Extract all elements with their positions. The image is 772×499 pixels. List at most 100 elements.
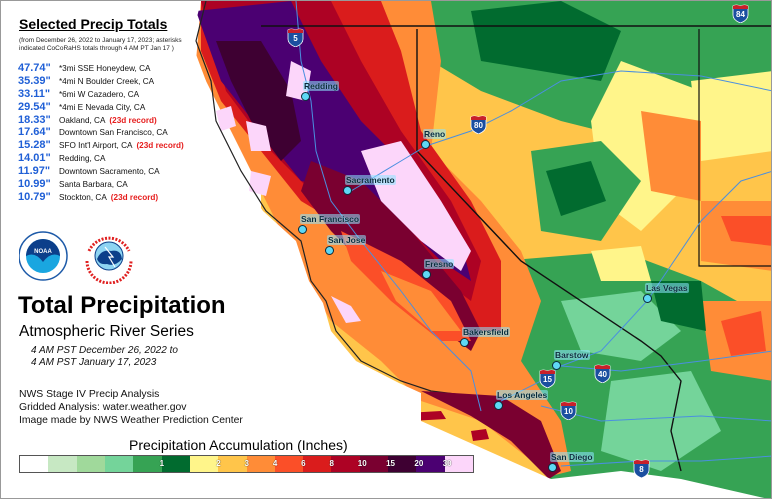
credits: NWS Stage IV Precip Analysis Gridded Ana… — [19, 388, 243, 427]
total-location: *4mi E Nevada City, CA — [59, 102, 146, 112]
totals-row: 14.01" Redding, CA — [18, 152, 184, 165]
interstate-number: 80 — [474, 121, 483, 130]
city-marker-icon — [421, 140, 430, 149]
interstate-shield-icon: 8 — [633, 459, 650, 479]
total-location: Redding, CA — [59, 154, 106, 164]
total-location: Downtown San Francisco, CA — [59, 128, 168, 138]
legend-tick-label: 3 — [244, 459, 249, 468]
legend-tick-label: 15 — [386, 459, 395, 468]
total-location: *6mi W Cazadero, CA — [59, 89, 140, 99]
city-marker-icon — [301, 92, 310, 101]
interstate-shield-icon: 5 — [287, 28, 304, 48]
subtitle-line-2: indicated CoCoRaHS totals through 4 AM P… — [19, 45, 174, 52]
legend-bin — [104, 456, 134, 472]
city-label: Barstow — [554, 350, 590, 360]
date-from: 4 AM PST December 26, 2022 to — [31, 345, 178, 356]
total-value: 11.97" — [18, 165, 51, 178]
total-value: 29.54" — [18, 100, 51, 113]
legend-tick-label: 4 — [272, 459, 278, 468]
city-marker-icon — [643, 294, 652, 303]
totals-row: 15.28" SFO Int'l Airport, CA (23d record) — [18, 139, 184, 152]
subtitle-line-1: (from December 26, 2022 to January 17, 2… — [19, 37, 182, 44]
legend-tick-label: 10 — [357, 459, 367, 468]
legend-tick-label: 20 — [414, 459, 424, 468]
total-location: Downtown Sacramento, CA — [59, 167, 160, 177]
city-marker-icon — [298, 225, 307, 234]
credit-line-1: NWS Stage IV Precip Analysis — [19, 389, 160, 400]
legend-bin: 6 — [301, 456, 332, 472]
legend-bin: 15 — [386, 456, 417, 472]
date-to: 4 AM PST January 17, 2023 — [31, 357, 157, 368]
total-value: 33.11" — [18, 87, 51, 100]
city-label: San Francisco — [300, 214, 361, 224]
total-location: Santa Barbara, CA — [59, 180, 128, 190]
totals-row: 29.54" *4mi E Nevada City, CA — [18, 101, 184, 114]
legend-bin: 10 — [357, 456, 389, 472]
interstate-number: 15 — [543, 375, 552, 384]
city-label: San Diego — [550, 452, 594, 462]
legend-bin — [48, 456, 77, 472]
legend-bin: 8 — [329, 456, 360, 472]
total-value: 10.79" — [18, 190, 51, 203]
legend-bin: 3 — [244, 456, 275, 472]
city-label: Redding — [303, 81, 339, 91]
noaa-logo-icon: NOAA — [19, 231, 68, 281]
total-value: 10.99" — [18, 178, 51, 191]
legend-bin: 4 — [272, 456, 304, 472]
record-note: (23d record) — [136, 141, 184, 151]
city-marker-icon — [548, 463, 557, 472]
total-value: 18.33" — [18, 113, 51, 126]
totals-list: 47.74" *3mi SSE Honeydew, CA 35.39" *4mi N… — [18, 62, 184, 204]
date-range: 4 AM PST December 26, 2022 to 4 AM PST J… — [31, 345, 178, 369]
city-marker-icon — [325, 246, 334, 255]
legend-bin — [189, 456, 219, 472]
city-label: Reno — [423, 129, 447, 139]
legend-title: Precipitation Accumulation (Inches) — [129, 437, 348, 453]
totals-row: 33.11" *6mi W Cazadero, CA — [18, 88, 184, 101]
totals-row: 10.79" Stockton, CA (23d record) — [18, 191, 184, 204]
total-location: *4mi N Boulder Creek, CA — [59, 76, 155, 86]
interstate-number: 10 — [564, 407, 573, 416]
record-note: (23d record) — [109, 115, 157, 125]
total-value: 35.39" — [18, 74, 51, 87]
city-label: Sacramento — [345, 175, 396, 185]
city-marker-icon — [460, 338, 469, 347]
city-label: Bakersfield — [462, 327, 510, 337]
interstate-number: 5 — [293, 34, 298, 43]
legend-tick-label: 2 — [216, 459, 221, 468]
total-location: Oakland, CA — [59, 115, 106, 125]
legend-tick-label: 1 — [159, 459, 165, 468]
city-label: San Jose — [327, 235, 367, 245]
totals-row: 10.99" Santa Barbara, CA — [18, 178, 184, 191]
record-note: (23d record) — [110, 192, 159, 202]
total-location: SFO Int'l Airport, CA — [59, 141, 133, 151]
totals-row: 11.97" Downtown Sacramento, CA — [18, 165, 184, 178]
legend-tick-label: 30 — [442, 459, 452, 468]
interstate-number: 40 — [598, 370, 607, 379]
legend-bin: 1 — [159, 456, 190, 472]
legend-bin: 20 — [414, 456, 445, 472]
legend-bin: 30 — [442, 456, 473, 472]
city-marker-icon — [494, 401, 503, 410]
legend-tick-label: 8 — [329, 459, 334, 468]
selected-totals-subtitle: (from December 26, 2022 to January 17, 2… — [19, 37, 219, 53]
interstate-shield-icon: 10 — [560, 401, 577, 421]
svg-text:NOAA: NOAA — [34, 249, 52, 255]
city-label: Fresno — [424, 259, 455, 269]
total-location: Stockton, CA — [59, 192, 107, 202]
interstate-shield-icon: 15 — [539, 369, 556, 389]
total-value: 15.28" — [18, 139, 51, 152]
credit-line-2: Gridded Analysis: water.weather.gov — [19, 402, 187, 413]
totals-row: 17.64" Downtown San Francisco, CA — [18, 126, 184, 139]
info-panel: Selected Precip Totals (from December 26… — [1, 1, 301, 498]
main-title: Total Precipitation — [18, 292, 226, 319]
legend-tick-label: 6 — [301, 459, 306, 468]
interstate-shield-icon: 40 — [594, 364, 611, 384]
series-subtitle: Atmospheric River Series — [19, 323, 194, 340]
total-value: 17.64" — [18, 126, 51, 139]
interstate-shield-icon: 80 — [470, 115, 487, 135]
city-marker-icon — [552, 361, 561, 370]
legend-bin — [76, 456, 105, 472]
